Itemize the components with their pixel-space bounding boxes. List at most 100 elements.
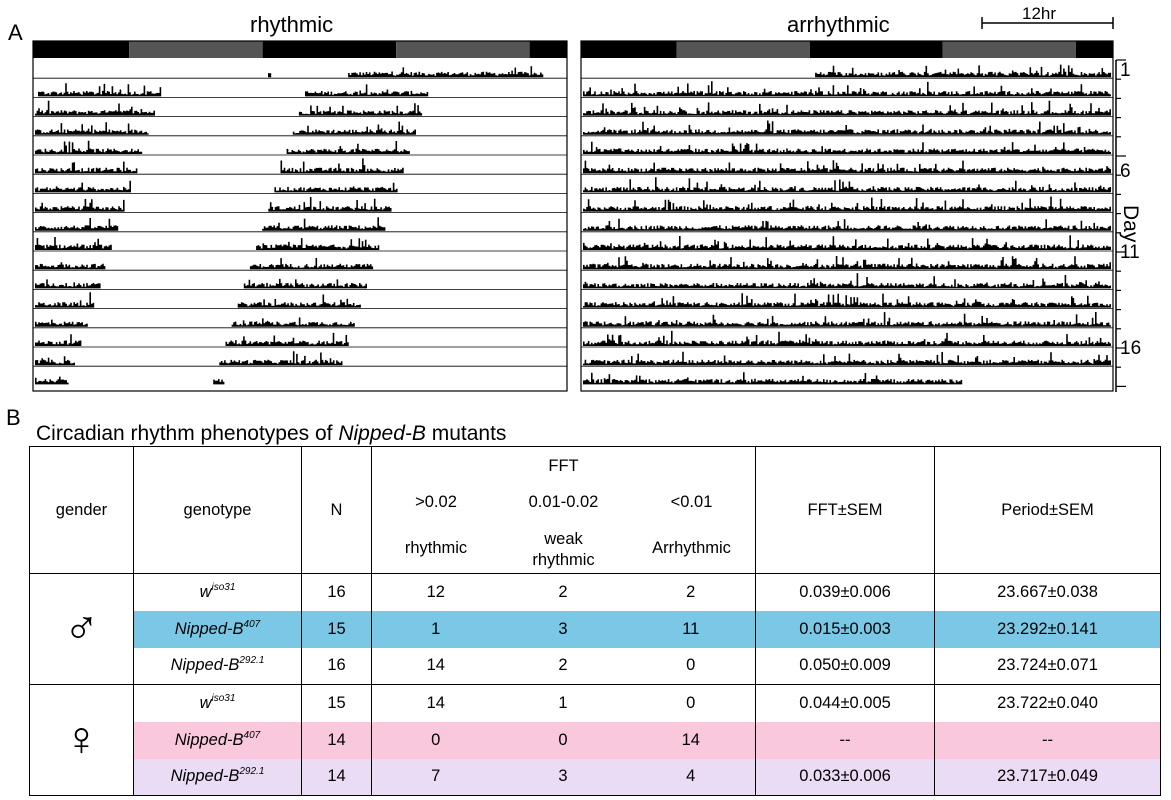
light-phase-bar xyxy=(942,41,1076,58)
n-cell: 15 xyxy=(301,610,372,648)
fft-sem-cell: 0.044±0.005 xyxy=(755,684,935,722)
activity-trace xyxy=(231,317,355,327)
activity-trace xyxy=(583,351,1111,366)
activity-trace xyxy=(35,292,95,308)
activity-trace xyxy=(268,73,272,78)
header-fft-mid: 0.01-0.02 xyxy=(528,493,599,511)
header-n: N xyxy=(301,446,372,574)
activity-trace xyxy=(583,312,1111,327)
activity-trace xyxy=(583,293,1111,308)
activity-trace xyxy=(583,372,963,385)
activity-trace xyxy=(583,120,1111,135)
actogram-rhythmic xyxy=(32,40,568,392)
period-sem-cell: 23.717±0.049 xyxy=(934,758,1162,796)
activity-trace xyxy=(268,197,392,212)
activity-trace xyxy=(249,258,374,270)
fft-sem-cell: 0.033±0.006 xyxy=(755,758,935,796)
header-fft-gt: >0.02 xyxy=(415,493,457,511)
header-period-sem: Period±SEM xyxy=(934,446,1162,574)
activity-trace xyxy=(815,64,1112,78)
header-fft-sem: FFT±SEM xyxy=(755,446,936,574)
activity-trace xyxy=(583,100,1111,116)
table-row: Nipped-B292.1 16 14 2 0 0.050±0.009 23.7… xyxy=(30,647,1162,685)
activity-trace xyxy=(280,158,404,174)
panel-a-letter: A xyxy=(8,20,23,45)
activity-trace xyxy=(274,182,398,193)
dark-phase-bar xyxy=(33,41,130,58)
day-axis xyxy=(981,17,1126,392)
genotype-cell: wiso31 xyxy=(133,684,302,722)
activity-trace xyxy=(298,103,423,116)
activity-trace xyxy=(219,351,343,366)
activity-trace xyxy=(292,121,416,135)
arrhythmic-title: arrhythmic xyxy=(787,12,890,37)
activity-trace xyxy=(305,84,429,97)
period-sem-cell: 23.724±0.071 xyxy=(934,647,1162,685)
period-sem-cell: 23.722±0.040 xyxy=(934,684,1162,722)
light-phase-bar xyxy=(676,41,810,58)
dark-phase-bar xyxy=(809,41,943,58)
arrhythmic-cell: 0 xyxy=(626,684,756,722)
activity-trace xyxy=(583,81,1111,97)
weak-cell: 0 xyxy=(499,721,627,759)
activity-trace xyxy=(35,237,112,250)
weak-cell: 2 xyxy=(558,582,568,601)
rhythmic-cell: 7 xyxy=(371,758,500,796)
rhythmic-cell: 0 xyxy=(371,721,500,759)
n-cell: 16 xyxy=(301,573,372,611)
table-row: ♀ wiso31 15 14 1 0 0.044±0.005 23.722±0.… xyxy=(29,684,1162,796)
activity-trace xyxy=(583,141,1111,154)
n-cell: 16 xyxy=(301,647,372,685)
actogram-figure xyxy=(32,17,1126,392)
table-row: ♂ wiso31 16 12 2 2 0.039±0.006 23.667±0.… xyxy=(29,573,1162,685)
actogram-arrhythmic xyxy=(580,40,1114,392)
activity-trace xyxy=(35,376,69,385)
n-cell: 15 xyxy=(301,684,372,722)
activity-trace xyxy=(35,100,155,116)
genotype-cell: Nipped-B407 xyxy=(133,721,302,759)
header-genotype: genotype xyxy=(133,446,302,574)
activity-trace xyxy=(213,379,225,385)
table-row: Nipped-B407 14 0 0 14 -- -- xyxy=(30,721,1162,759)
weak-cell: 1 xyxy=(499,684,627,722)
activity-trace xyxy=(348,66,544,78)
activity-trace xyxy=(35,180,131,193)
period-sem-cell: 23.292±0.141 xyxy=(934,610,1162,648)
table-row: Nipped-B407 15 1 3 11 0.015±0.003 23.292… xyxy=(30,610,1162,648)
activity-trace xyxy=(583,177,1111,193)
table-row: Nipped-B292.1 14 7 3 4 0.033±0.006 23.71… xyxy=(30,758,1162,796)
rhythmic-cell: 14 xyxy=(371,684,500,722)
period-sem-cell: 23.667±0.038 xyxy=(934,573,1162,611)
genotype-cell: Nipped-B407 xyxy=(133,610,302,648)
fft-sem-cell: 0.050±0.009 xyxy=(755,647,935,685)
dark-phase-bar xyxy=(529,41,567,58)
male-symbol-icon: ♂ xyxy=(63,602,100,655)
arrhythmic-cell: 0 xyxy=(686,656,696,675)
header-fft-lt: <0.01 xyxy=(670,493,713,511)
light-phase-bar xyxy=(129,41,263,58)
activity-trace xyxy=(35,279,101,289)
day-tick-16: 16 xyxy=(1120,338,1142,359)
female-symbol-icon: ♀ xyxy=(63,713,100,766)
day-tick-6: 6 xyxy=(1120,161,1131,182)
arrhythmic-cell: 11 xyxy=(626,610,756,648)
fft-sem-cell: 0.015±0.003 xyxy=(755,610,935,648)
light-phase-bar xyxy=(396,41,530,58)
activity-trace xyxy=(35,199,125,212)
header-fft: FFT xyxy=(548,457,579,475)
header-row: gender genotype N FFT >0.02 0.01-0.02 <0… xyxy=(29,446,1162,574)
day-axis-label: Day xyxy=(1119,205,1142,243)
rhythmic-title: rhythmic xyxy=(250,12,334,37)
activity-trace xyxy=(243,278,367,289)
arrhythmic-cell: 4 xyxy=(626,758,756,796)
n-cell: 14 xyxy=(301,721,372,759)
weak-cell: 3 xyxy=(499,610,627,648)
weak-cell: 3 xyxy=(499,758,627,796)
activity-trace xyxy=(583,160,1111,174)
panel-b-letter: B xyxy=(6,405,21,430)
activity-trace xyxy=(35,262,106,270)
activity-trace xyxy=(35,319,88,327)
day-tick-1: 1 xyxy=(1120,60,1131,81)
period-sem-cell: -- xyxy=(934,721,1162,759)
genotype-cell: wiso31 xyxy=(133,573,302,611)
